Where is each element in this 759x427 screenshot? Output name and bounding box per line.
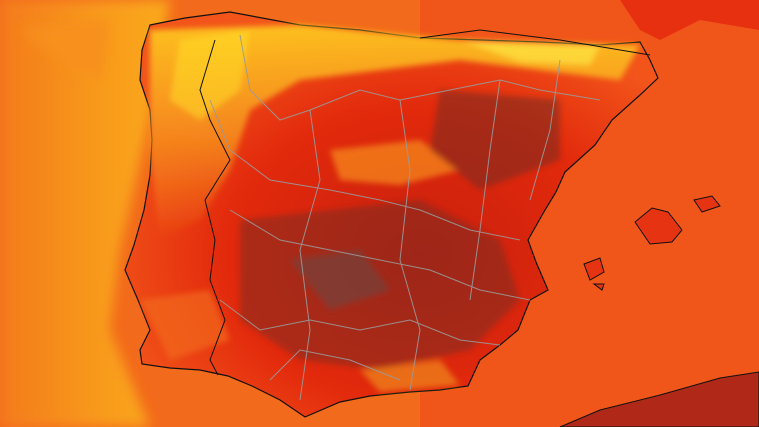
- france: [620, 0, 759, 40]
- sea-patch: [20, 20, 110, 80]
- west-sea-warm: [0, 0, 170, 427]
- balearic-islands: [583, 195, 721, 291]
- pyrenees-border: [419, 29, 651, 56]
- spain-portugal-border: [199, 39, 231, 376]
- north-africa: [559, 371, 759, 427]
- regional-borders: [209, 34, 601, 401]
